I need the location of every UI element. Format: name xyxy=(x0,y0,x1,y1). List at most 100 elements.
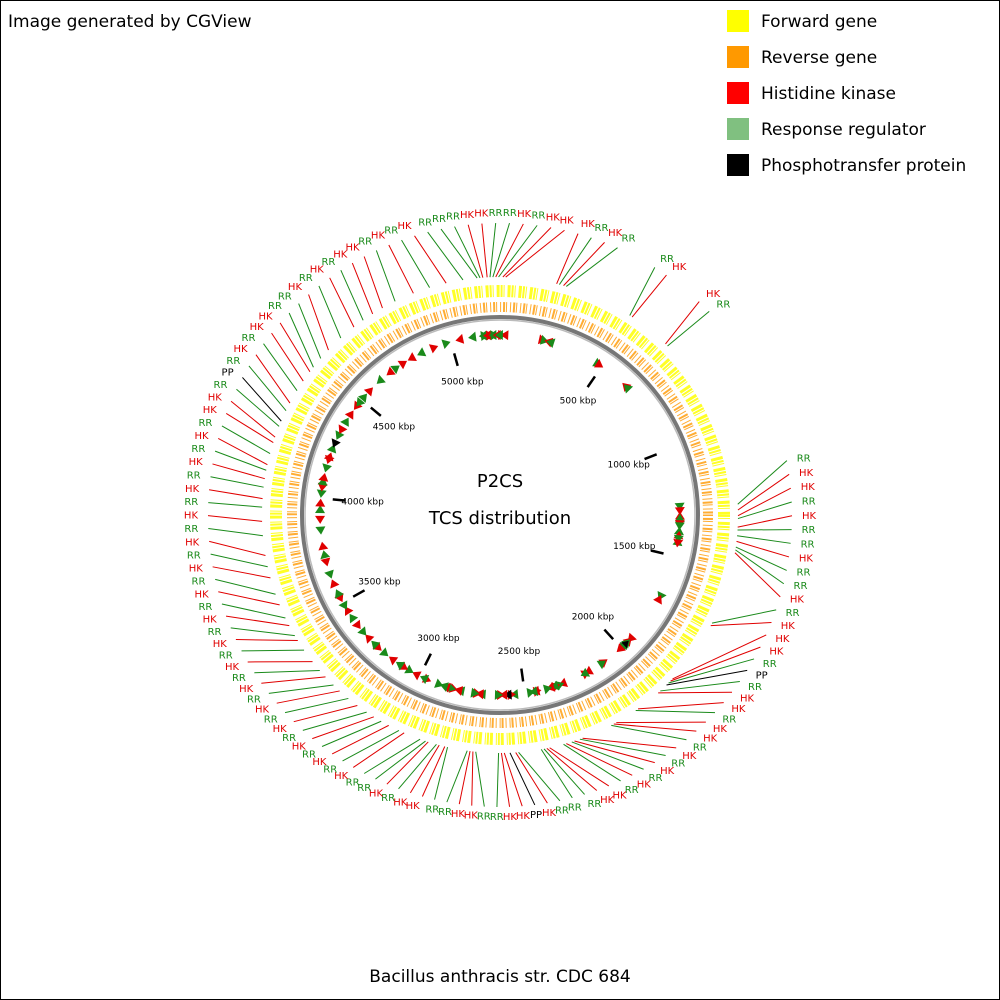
leader-line xyxy=(212,566,271,579)
feature-marker xyxy=(428,344,439,354)
genome-title: Bacillus anthracis str. CDC 684 xyxy=(369,967,630,987)
leader-line xyxy=(475,751,485,807)
feature-label: HK xyxy=(334,771,349,782)
feature-label: RR xyxy=(625,785,639,796)
feature-label: RR xyxy=(346,777,360,788)
feature-label: RR xyxy=(660,254,674,265)
feature-label: RR xyxy=(671,759,685,770)
feature-label: HK xyxy=(781,621,796,632)
leader-line xyxy=(214,450,267,471)
scale-label: 3500 kbp xyxy=(358,578,401,588)
legend-label: Phosphotransfer protein xyxy=(761,156,966,176)
feature-marker xyxy=(324,569,334,579)
leader-line xyxy=(208,502,263,508)
leader-line xyxy=(352,732,405,768)
feature-label: RR xyxy=(797,454,811,465)
feature-label: RR xyxy=(282,733,296,744)
feature-marker xyxy=(338,600,348,610)
feature-label: HK xyxy=(600,795,615,806)
feature-label: RR xyxy=(191,444,205,455)
feature-marker xyxy=(340,417,349,427)
feature-label: RR xyxy=(184,497,198,508)
feature-label: PP xyxy=(756,671,768,682)
feature-label: HK xyxy=(660,766,675,777)
feature-marker xyxy=(674,522,685,531)
feature-marker xyxy=(315,526,326,535)
leader-line xyxy=(667,310,710,347)
feature-label: RR xyxy=(595,223,609,234)
feature-label: RR xyxy=(503,208,517,219)
feature-marker xyxy=(455,333,465,344)
leader-line xyxy=(263,343,298,391)
leader-line xyxy=(207,515,263,522)
feature-marker xyxy=(320,550,331,560)
feature-label: RR xyxy=(763,659,777,670)
leader-line xyxy=(217,438,268,466)
feature-marker xyxy=(596,660,606,670)
feature-label: RR xyxy=(587,799,601,810)
feature-marker xyxy=(404,664,414,674)
feature-label: PP xyxy=(222,368,234,379)
feature-label: HK xyxy=(250,322,265,333)
feature-label: HK xyxy=(273,724,288,735)
feature-label: RR xyxy=(722,714,736,725)
feature-marker xyxy=(358,393,368,403)
feature-marker xyxy=(388,656,399,666)
feature-marker xyxy=(318,473,329,482)
legend-swatch xyxy=(727,46,749,68)
leader-line xyxy=(261,676,326,684)
scale-label: 4500 kbp xyxy=(373,422,416,432)
feature-label: HK xyxy=(184,511,199,522)
leader-line xyxy=(492,223,510,278)
leader-line xyxy=(502,227,552,278)
feature-label: HK xyxy=(255,705,270,716)
leader-line xyxy=(209,489,263,500)
scale-label: 2500 kbp xyxy=(498,647,541,657)
feature-label: HK xyxy=(208,392,223,403)
feature-marker xyxy=(365,634,375,644)
feature-label: RR xyxy=(432,214,446,225)
leader-line xyxy=(236,388,280,427)
scale-tick xyxy=(452,353,459,367)
feature-label: HK xyxy=(637,779,652,790)
feature-label: HK xyxy=(516,811,531,822)
leader-line xyxy=(225,413,274,443)
feature-label: HK xyxy=(292,741,307,752)
leader-line xyxy=(375,740,426,780)
reverse-gene-track xyxy=(287,302,713,728)
feature-marker xyxy=(390,365,400,375)
feature-label: RR xyxy=(384,226,398,237)
feature-label: HK xyxy=(546,213,561,224)
feature-label: HK xyxy=(713,724,728,735)
leader-line xyxy=(563,743,621,782)
feature-marker xyxy=(412,671,422,681)
scale-tick xyxy=(332,498,346,502)
leader-line xyxy=(737,487,791,517)
legend-swatch xyxy=(727,154,749,176)
leader-line xyxy=(398,744,437,790)
feature-label: RR xyxy=(242,333,256,344)
feature-label: RR xyxy=(786,608,800,619)
leader-line xyxy=(489,222,497,278)
feature-marker xyxy=(331,438,341,448)
feature-marker xyxy=(616,643,626,653)
feature-label: HK xyxy=(608,228,623,239)
feature-label: HK xyxy=(503,812,518,823)
feature-label: HK xyxy=(706,289,721,300)
legend-label: Forward gene xyxy=(761,12,877,32)
feature-label: HK xyxy=(775,634,790,645)
leader-line xyxy=(737,473,790,511)
leader-line xyxy=(218,591,280,606)
feature-label: HK xyxy=(451,809,466,820)
scale-tick xyxy=(352,589,366,598)
feature-label: RR xyxy=(716,299,730,310)
feature-label: HK xyxy=(460,210,475,221)
scale-label: 1000 kbp xyxy=(607,461,650,471)
leader-line xyxy=(711,609,777,624)
feature-marker xyxy=(335,589,344,599)
legend-swatch xyxy=(727,82,749,104)
feature-label: HK xyxy=(672,262,687,273)
leader-line xyxy=(255,354,291,404)
leader-line xyxy=(637,702,724,710)
